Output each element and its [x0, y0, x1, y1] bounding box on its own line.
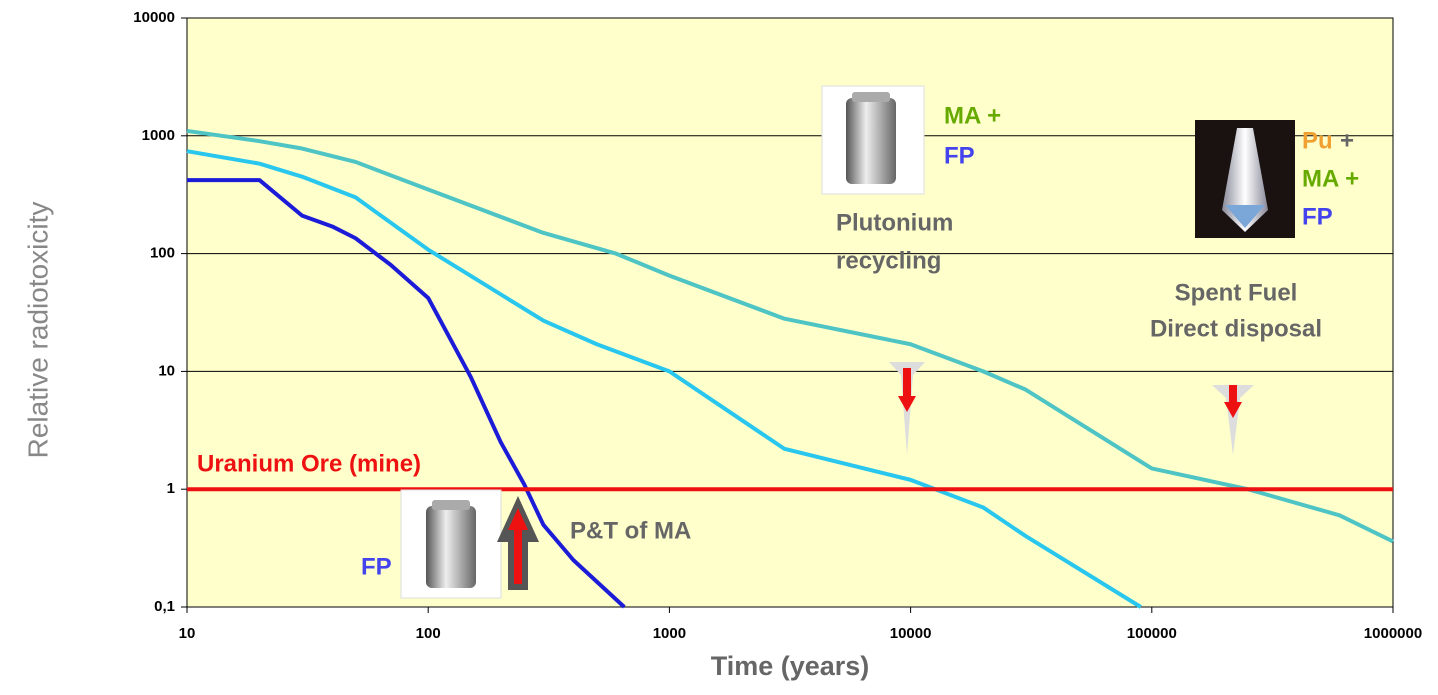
y-tick-label: 10 [158, 362, 175, 379]
up-arrow [497, 496, 539, 590]
x-tick-label: 1000000 [1364, 625, 1422, 642]
down-arrow [1212, 385, 1254, 455]
x-tick-label: 100000 [1127, 625, 1177, 642]
y-axis-label: Relative radiotoxicity [22, 202, 53, 459]
annotation: Direct disposal [1150, 315, 1322, 342]
series-label: Uranium Ore (mine) [197, 450, 421, 477]
x-axis-label: Time (years) [711, 651, 870, 681]
x-tick-label: 100 [416, 625, 441, 642]
y-tick-label: 1000 [142, 127, 175, 144]
annotation: Plutonium [836, 209, 953, 236]
down-arrow [889, 362, 925, 455]
annotation: recycling [836, 247, 941, 274]
series-line [186, 128, 1394, 544]
glass-canister-image [400, 489, 502, 599]
spent-fuel-image [1195, 120, 1295, 238]
annotation: P&T of MA [570, 517, 691, 544]
x-tick-label: 1000 [653, 625, 686, 642]
annotation: FP [361, 553, 392, 580]
annotation: MA + [944, 102, 1001, 129]
x-tick-label: 10000 [890, 625, 932, 642]
y-tick-label: 100 [150, 245, 175, 262]
annotation: MA + [1302, 165, 1359, 192]
glass-canister-image [821, 85, 925, 195]
plot-area [186, 17, 1394, 608]
annotation: + [1340, 127, 1354, 154]
y-tick-label: 10000 [133, 9, 175, 26]
series-line [187, 178, 626, 609]
y-tick-label: 0,1 [154, 598, 175, 615]
y-tick-label: 1 [167, 480, 175, 497]
series-line [186, 149, 1142, 609]
x-tick-label: 10 [179, 625, 196, 642]
annotation: Spent Fuel [1175, 279, 1298, 306]
annotation: Pu [1302, 127, 1333, 154]
lines [186, 128, 1394, 609]
annotation: FP [1302, 203, 1333, 230]
annotation: FP [944, 142, 975, 169]
